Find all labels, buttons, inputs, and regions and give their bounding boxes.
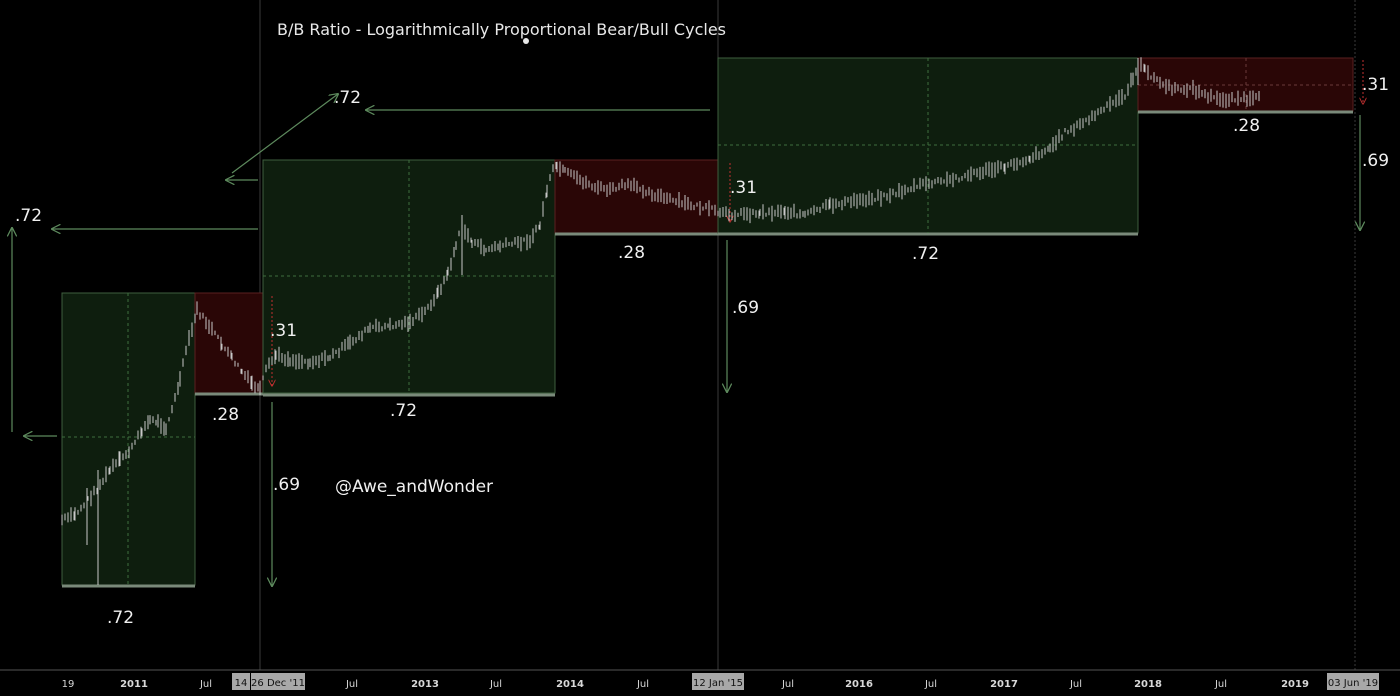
x-tick-label: Jul — [1069, 679, 1082, 690]
x-tick-label: Jul — [781, 679, 794, 690]
projection-label-1: .72 — [15, 206, 42, 226]
highlighted-date-14: 14 — [232, 673, 250, 690]
highlighted-date-dec-11: 26 Dec '11 — [251, 673, 305, 690]
highlighted-date-label: 26 Dec '11 — [251, 678, 305, 689]
x-tick-label: 2017 — [990, 679, 1018, 690]
bear-ratio-2: .28 — [618, 243, 645, 263]
price-candles — [61, 57, 1260, 585]
drop-ratio-2: .31 — [730, 178, 757, 198]
x-tick-label: 2014 — [556, 679, 584, 690]
highlighted-date-jun-19: 03 Jun '19 — [1327, 673, 1379, 690]
highlighted-date-jan-15: 12 Jan '15 — [692, 673, 744, 690]
bear-box-2 — [554, 159, 719, 234]
x-tick-label: 2018 — [1134, 679, 1162, 690]
drop-ratio-1: .31 — [270, 321, 297, 341]
projection-label-2: .72 — [334, 88, 361, 108]
x-tick-label: 2016 — [845, 679, 873, 690]
x-tick-label: Jul — [924, 679, 937, 690]
highlighted-date-label: 12 Jan '15 — [693, 678, 743, 689]
x-tick-label: 19 — [62, 679, 75, 690]
ratio-labels: .72 .28 .31 .69 .72 .28 .31 .69 .72 .28 … — [15, 75, 1389, 628]
projection-arrows — [12, 94, 1360, 586]
cycle-1 — [61, 292, 264, 588]
x-tick-label: 2013 — [411, 679, 439, 690]
x-tick-label: Jul — [489, 679, 502, 690]
bear-ratio-1: .28 — [212, 405, 239, 425]
x-tick-label: Jul — [636, 679, 649, 690]
down-ratio-1: .69 — [273, 475, 300, 495]
bull-ratio-2: .72 — [390, 401, 417, 421]
down-ratio-2: .69 — [732, 298, 759, 318]
bull-ratio-3: .72 — [912, 244, 939, 264]
drop-ratio-3: .31 — [1362, 75, 1389, 95]
chart-title: B/B Ratio - Logarithmically Proportional… — [277, 20, 726, 39]
cycle-2 — [262, 159, 719, 397]
x-tick-label: Jul — [199, 679, 212, 690]
down-ratio-3: .69 — [1362, 151, 1389, 171]
bear-box-1 — [194, 292, 264, 394]
bear-ratio-3: .28 — [1233, 116, 1260, 136]
time-axis: 19 2011 Jul Jul 2013 Jul 2014 Jul Jul 20… — [0, 669, 1400, 696]
author-handle: @Awe_andWonder — [335, 477, 493, 497]
highlighted-date-label: 03 Jun '19 — [1328, 678, 1378, 689]
title-dot — [523, 38, 529, 44]
cycle-3 — [717, 57, 1354, 236]
x-tick-label: 2011 — [120, 679, 148, 690]
x-tick-label: Jul — [1214, 679, 1227, 690]
drop-markers — [272, 60, 1363, 386]
x-tick-label: 2019 — [1281, 679, 1309, 690]
x-tick-label: Jul — [345, 679, 358, 690]
highlighted-date-label: 14 — [235, 678, 248, 689]
bull-ratio-1: .72 — [107, 608, 134, 628]
